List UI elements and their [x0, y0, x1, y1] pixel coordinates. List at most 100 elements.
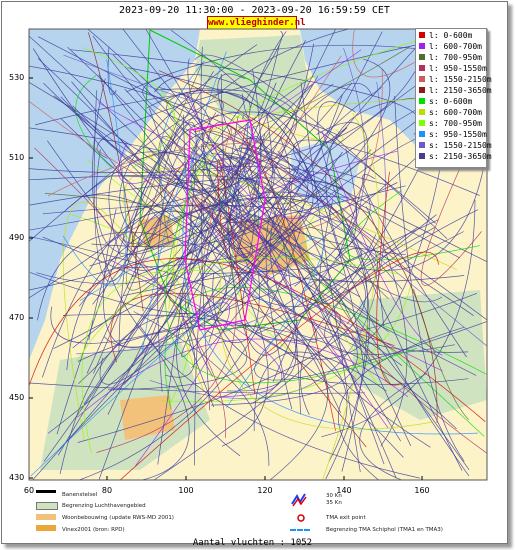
flight-track: [158, 70, 438, 423]
legend-swatch: [419, 131, 425, 137]
airport-boundary: [184, 119, 266, 331]
vinex-swatch: [36, 525, 56, 531]
map-footer-legend: Banenstelsel Begrenzing Luchthavengebied…: [0, 490, 505, 541]
legend-swatch: [419, 120, 425, 126]
airport-area-legend-label: Begrenzing Luchthavengebied: [62, 503, 146, 509]
flight-track: [211, 230, 358, 406]
flight-track: [161, 283, 412, 402]
flight-track: [29, 153, 260, 231]
urban-swatch: [36, 514, 56, 520]
legend-item: l: 600-700m: [419, 41, 482, 52]
flight-track: [249, 29, 337, 194]
flight-track: [102, 208, 310, 348]
flight-track: [50, 219, 439, 344]
sea-area: [29, 29, 200, 360]
flight-track: [184, 31, 383, 327]
flight-track: [203, 130, 410, 272]
flight-track: [78, 227, 302, 480]
flight-track: [227, 240, 465, 283]
runway-swatch: [36, 490, 56, 493]
flight-track: [96, 29, 487, 159]
flight-track: [76, 256, 399, 362]
flight-track: [301, 279, 357, 380]
flight-track: [71, 81, 318, 343]
flight-track: [202, 160, 392, 386]
legend-swatch: [419, 65, 425, 71]
y-axis-ticks: [29, 77, 33, 479]
flight-track: [189, 173, 247, 235]
flight-track: [81, 269, 213, 454]
flight-track: [200, 46, 249, 207]
flight-track: [82, 194, 272, 293]
x-axis-ticks: [106, 476, 423, 480]
flight-track: [202, 141, 370, 214]
flight-track: [192, 196, 254, 260]
flight-track: [338, 326, 465, 480]
flight-track: [119, 44, 258, 250]
flight-track: [66, 195, 349, 371]
flight-track: [43, 82, 266, 192]
flight-track: [47, 58, 391, 434]
flight-track: [194, 54, 448, 239]
flight-track: [72, 127, 348, 349]
legend-item: s: 700-950m: [419, 118, 482, 129]
y-tick-label: 510: [9, 153, 25, 162]
flight-track: [126, 44, 456, 93]
flight-track: [37, 36, 487, 263]
flight-track: [29, 198, 242, 291]
flight-track: [154, 74, 436, 224]
legend-item: l: 2150-3650m: [419, 85, 492, 96]
flight-track: [194, 195, 243, 466]
flight-track: [34, 147, 227, 439]
flight-track: [365, 206, 408, 447]
flight-track: [165, 153, 418, 384]
map-border: [28, 28, 488, 481]
flight-track: [97, 102, 250, 173]
flight-track: [93, 132, 205, 374]
flight-track: [123, 82, 277, 386]
flight-track: [158, 135, 236, 258]
flight-track: [362, 174, 467, 358]
flight-track: [247, 210, 389, 429]
flight-track: [209, 121, 385, 465]
flight-track: [238, 46, 410, 129]
flight-track: [242, 115, 412, 447]
flight-track: [62, 201, 135, 440]
flight-track: [200, 126, 233, 270]
flight-track: [199, 115, 239, 238]
flight-track: [133, 311, 270, 466]
legend-swatch: [419, 142, 425, 148]
flight-track: [98, 164, 225, 480]
legend-label: l: 600-700m: [429, 42, 482, 51]
vinex-legend-label: Vinex2001 (bron: RPD): [62, 527, 125, 533]
flight-track: [376, 171, 403, 386]
flight-track: [145, 29, 248, 209]
flight-track: [142, 153, 220, 352]
legend-item: l: 1550-2150m: [419, 74, 492, 85]
flight-track: [47, 142, 266, 197]
flight-count: Aantal vluchten : 1052: [192, 538, 313, 548]
altitude-legend: l: 0-600m l: 600-700m l: 700-950m l: 950…: [415, 28, 492, 168]
flight-track: [221, 165, 371, 259]
flight-track: [83, 83, 373, 404]
flight-track: [107, 46, 117, 96]
y-tick-label: 430: [9, 473, 25, 482]
tma-exit-point-icon: [297, 514, 305, 522]
legend-swatch: [419, 32, 425, 38]
flight-track: [179, 285, 223, 408]
flight-track: [231, 55, 342, 249]
flight-track: [228, 40, 306, 250]
legend-item: s: 2150-3650m: [419, 151, 492, 162]
flight-track: [93, 90, 178, 283]
flight-track: [325, 97, 470, 477]
flight-track: [272, 248, 384, 382]
green-zone-east: [350, 290, 487, 420]
legend-swatch: [419, 54, 425, 60]
legend-label: s: 2150-3650m: [429, 152, 492, 161]
flight-track: [146, 90, 365, 370]
flight-track: [29, 58, 227, 314]
flight-track: [98, 74, 269, 447]
x-tick-label: 120: [257, 486, 273, 495]
flight-track: [176, 88, 454, 457]
flight-track: [173, 127, 241, 390]
